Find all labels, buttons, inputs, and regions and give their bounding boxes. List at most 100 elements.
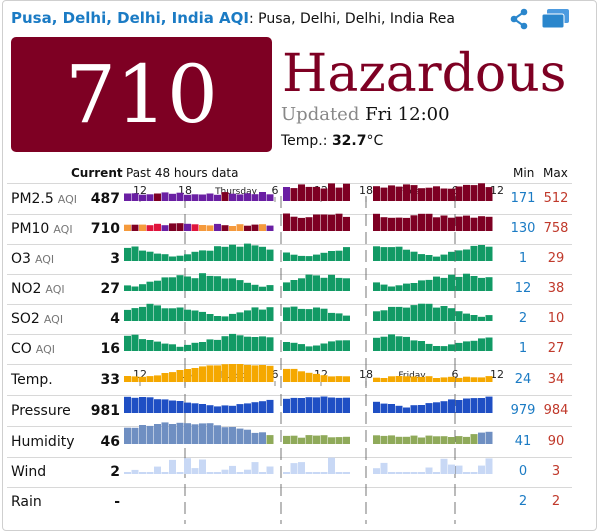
history-bar bbox=[184, 254, 191, 261]
history-bar bbox=[236, 194, 244, 201]
history-bar bbox=[403, 184, 410, 201]
history-bar bbox=[236, 312, 244, 321]
history-bar bbox=[169, 344, 176, 351]
history-bar bbox=[433, 186, 440, 201]
history-bar bbox=[335, 277, 343, 291]
history-bar bbox=[335, 187, 343, 201]
history-bar bbox=[251, 307, 259, 321]
history-bar bbox=[395, 336, 403, 351]
history-bar bbox=[313, 275, 320, 291]
history-bar bbox=[395, 285, 403, 291]
history-bar bbox=[478, 277, 485, 291]
history-bar bbox=[313, 186, 320, 201]
history-bar bbox=[463, 341, 470, 351]
history-bar bbox=[448, 308, 455, 321]
history-bar bbox=[425, 255, 433, 261]
history-bar bbox=[244, 364, 251, 382]
parameter-name: CO bbox=[11, 341, 32, 357]
location-link[interactable]: Pusa, Delhi, Delhi, India bbox=[11, 9, 214, 27]
history-bar bbox=[388, 404, 395, 413]
parameter-unit: AQI bbox=[43, 313, 64, 326]
history-bar bbox=[425, 343, 433, 351]
history-bar bbox=[455, 342, 463, 351]
history-bar bbox=[313, 397, 320, 413]
history-bar bbox=[191, 194, 199, 201]
row-divider bbox=[7, 304, 572, 305]
history-bar bbox=[463, 398, 470, 413]
history-bar bbox=[199, 194, 206, 201]
history-bar bbox=[395, 472, 403, 474]
history-bar bbox=[418, 437, 425, 444]
history-bar bbox=[229, 427, 236, 444]
history-bar bbox=[184, 423, 191, 444]
history-bar bbox=[290, 368, 298, 382]
history-bar bbox=[154, 253, 161, 261]
history-bar bbox=[298, 344, 305, 351]
history-bar bbox=[214, 276, 221, 291]
min-value: 2 bbox=[518, 311, 528, 326]
history-bar bbox=[199, 225, 206, 231]
history-bar bbox=[290, 397, 298, 413]
current-value: 27 bbox=[100, 281, 120, 297]
history-bar bbox=[463, 313, 470, 321]
parameter-name: PM2.5 bbox=[11, 191, 54, 207]
history-bar bbox=[191, 342, 199, 351]
history-bar bbox=[236, 335, 244, 351]
history-bar bbox=[433, 346, 440, 351]
table-top-divider bbox=[7, 183, 572, 184]
history-bar bbox=[176, 307, 184, 321]
min-value: 1 bbox=[518, 251, 528, 266]
history-bar bbox=[161, 225, 169, 231]
history-bar bbox=[131, 308, 139, 321]
history-bar bbox=[169, 308, 176, 321]
history-bar bbox=[418, 254, 425, 261]
history-bar bbox=[313, 373, 320, 382]
history-bar bbox=[259, 224, 266, 231]
current-value: 4 bbox=[110, 311, 120, 327]
min-value: 171 bbox=[510, 191, 536, 206]
parameter-name: O3 bbox=[11, 251, 31, 267]
history-bar bbox=[433, 472, 440, 474]
history-bar bbox=[373, 435, 380, 444]
share-icon[interactable] bbox=[509, 8, 531, 30]
history-bar bbox=[298, 308, 305, 321]
history-bar bbox=[440, 306, 448, 321]
history-bar bbox=[448, 251, 455, 261]
history-bar bbox=[425, 376, 433, 382]
history-bar bbox=[335, 437, 343, 444]
history-bar bbox=[433, 256, 440, 261]
history-bar bbox=[320, 396, 328, 413]
history-bar bbox=[229, 364, 236, 382]
history-bar bbox=[403, 249, 410, 261]
history-bar bbox=[290, 254, 298, 261]
history-bar bbox=[328, 183, 335, 201]
aqi-value-box: 710 bbox=[11, 37, 272, 152]
history-bar bbox=[251, 245, 259, 261]
history-bar bbox=[343, 340, 350, 351]
history-bar bbox=[410, 472, 418, 474]
history-bar bbox=[433, 402, 440, 413]
history-bar bbox=[455, 216, 463, 231]
max-value: 10 bbox=[547, 311, 565, 326]
history-bar bbox=[161, 422, 169, 444]
history-bar bbox=[124, 247, 131, 261]
history-bar bbox=[259, 365, 266, 382]
aqi-link[interactable]: AQI bbox=[219, 9, 249, 27]
widget-title: Pusa, Delhi, Delhi, India AQI: Pusa, Del… bbox=[11, 8, 455, 27]
history-bar bbox=[328, 251, 335, 261]
history-bar bbox=[343, 183, 350, 201]
history-bar bbox=[161, 308, 169, 321]
history-bar bbox=[169, 193, 176, 201]
history-bar bbox=[433, 307, 440, 321]
updated-line: Updated Fri 12:00 bbox=[281, 104, 450, 125]
window-icon[interactable] bbox=[541, 8, 571, 30]
history-bar bbox=[425, 403, 433, 413]
history-bar bbox=[124, 335, 131, 351]
history-bar bbox=[124, 285, 131, 291]
history-bar bbox=[236, 472, 244, 474]
history-bar bbox=[418, 405, 425, 413]
history-bar bbox=[161, 254, 169, 261]
history-bar bbox=[283, 282, 290, 291]
history-bar bbox=[191, 251, 199, 261]
